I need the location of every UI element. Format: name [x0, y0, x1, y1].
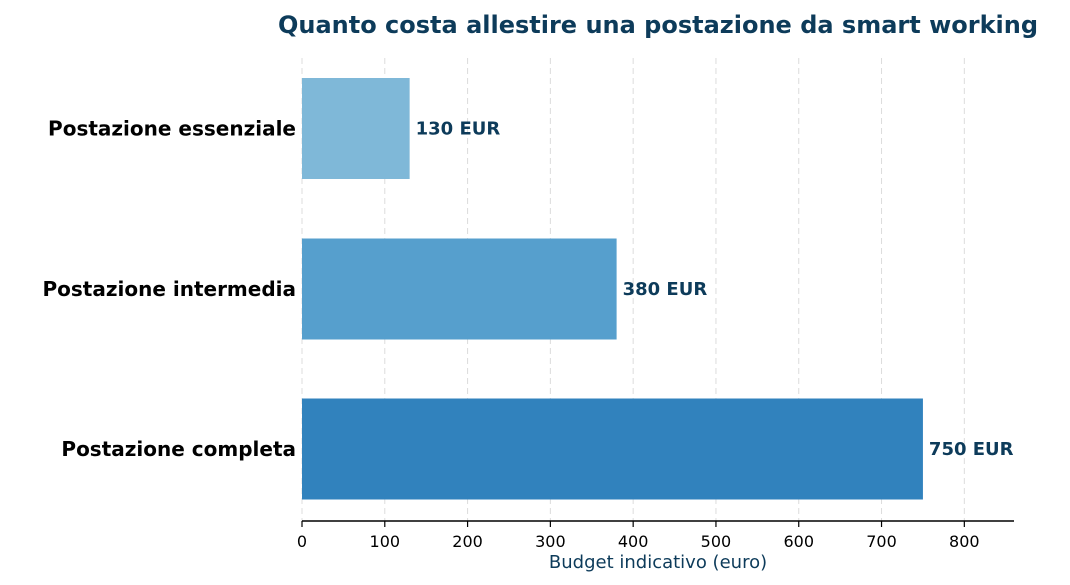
bar-3 — [302, 398, 923, 500]
bar-2 — [302, 238, 617, 340]
category-label-2: Postazione intermedia — [42, 277, 296, 301]
x-tick-label-200: 200 — [452, 532, 483, 551]
x-tick-label-600: 600 — [783, 532, 814, 551]
value-label-1: 130 EUR — [416, 119, 501, 140]
x-tick-label-100: 100 — [370, 532, 401, 551]
value-label-3: 750 EUR — [929, 439, 1014, 460]
x-tick-label-800: 800 — [949, 532, 980, 551]
x-tick-label-0: 0 — [297, 532, 307, 551]
x-axis: 0 100 200 300 400 500 600 700 800 — [297, 520, 1014, 551]
bar-1 — [302, 78, 410, 179]
value-label-2: 380 EUR — [623, 279, 708, 300]
chart-title: Quanto costa allestire una postazione da… — [278, 11, 1038, 39]
category-label-3: Postazione completa — [61, 437, 296, 461]
x-axis-title: Budget indicativo (euro) — [549, 552, 767, 573]
x-tick-label-300: 300 — [535, 532, 566, 551]
bars-layer: Postazione essenziale 130 EUR Postazione i… — [42, 78, 1014, 500]
x-tick-label-700: 700 — [866, 532, 897, 551]
x-tick-label-400: 400 — [618, 532, 649, 551]
x-tick-label-500: 500 — [701, 532, 732, 551]
category-label-1: Postazione essenziale — [48, 117, 296, 141]
